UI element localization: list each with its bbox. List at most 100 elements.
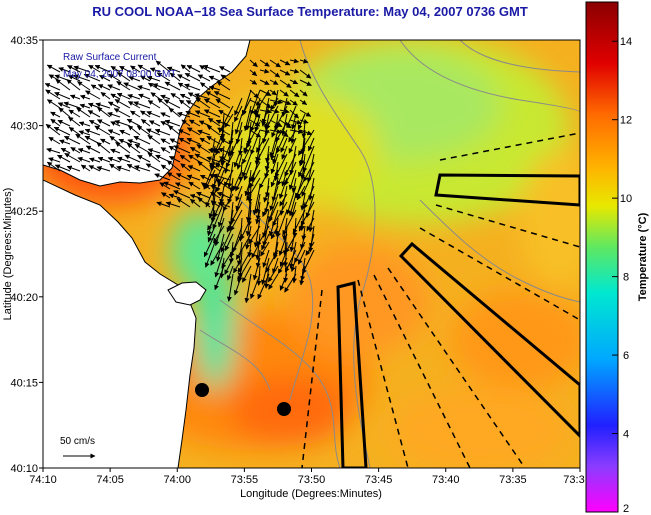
current-vector [147, 100, 161, 109]
current-vector [160, 147, 171, 154]
current-vector [165, 201, 181, 208]
current-vector [55, 78, 71, 91]
current-vector [290, 201, 297, 217]
current-vector [186, 65, 201, 73]
current-vector [255, 233, 261, 261]
current-vector [250, 105, 261, 132]
current-vector [268, 193, 279, 222]
current-vector [57, 154, 71, 163]
current-vector [126, 142, 141, 154]
current-vector [253, 217, 261, 248]
current-vector [188, 181, 201, 190]
current-vector [235, 193, 243, 212]
current-vector [232, 169, 243, 192]
current-vector [50, 118, 61, 127]
y-axis-label: Latitude (Degrees:Minutes) [2, 188, 14, 321]
current-vector [73, 65, 91, 73]
current-vector [169, 72, 181, 82]
current-vector [77, 148, 91, 154]
current-vector [137, 154, 151, 163]
y-tick-label: 40:15 [10, 377, 38, 389]
current-vector [147, 148, 161, 154]
current-vector [78, 130, 91, 136]
current-vector [168, 155, 181, 163]
current-vector [176, 197, 191, 208]
current-vector [45, 89, 61, 100]
current-vector [308, 177, 315, 201]
current-vector [179, 154, 191, 163]
current-vector [259, 99, 272, 109]
current-vector [148, 120, 161, 127]
current-vector [164, 81, 181, 91]
current-vector [257, 273, 270, 300]
current-vector [164, 119, 181, 127]
current-vector [224, 113, 234, 128]
current-vector [269, 59, 281, 68]
current-vector [297, 249, 306, 265]
transect-box-2 [398, 241, 580, 439]
current-vector [186, 137, 201, 145]
y-tick-label: 40:25 [10, 206, 38, 218]
current-vector [119, 65, 131, 73]
current-vector [138, 93, 151, 100]
current-vector [271, 145, 279, 165]
current-vector [207, 225, 216, 243]
current-vector [280, 137, 288, 153]
current-vector [96, 141, 111, 154]
current-vector [210, 137, 216, 154]
plot-area: Raw Surface Current May 04, 2007 08:00 G… [43, 40, 580, 468]
current-vector [146, 128, 161, 136]
current-vector [137, 64, 151, 73]
current-vector [289, 58, 299, 64]
current-vector [212, 201, 225, 230]
current-vector [234, 105, 243, 123]
current-vector [166, 160, 181, 172]
current-vector [96, 165, 111, 172]
current-vector [173, 145, 191, 154]
current-vector [262, 249, 270, 268]
current-vector [269, 99, 283, 105]
current-vector [78, 121, 91, 127]
current-vector [219, 66, 231, 73]
current-vector [301, 169, 315, 197]
current-vector [180, 64, 191, 73]
current-vector [163, 181, 181, 190]
current-vector [210, 241, 225, 266]
current-vector [126, 118, 141, 127]
current-vector [234, 97, 243, 116]
current-vector [208, 75, 221, 82]
current-vector [299, 129, 313, 136]
current-vector [282, 217, 288, 241]
transect-box-1 [434, 173, 580, 207]
map-title: RU COOL NOAA−18 Sea Surface Temperature:… [92, 4, 528, 19]
current-vector [264, 145, 270, 164]
current-vector [69, 94, 81, 100]
current-vector [259, 89, 272, 96]
current-vector [228, 241, 234, 264]
current-vector [107, 101, 121, 109]
current-vector [58, 67, 71, 73]
current-vector [163, 99, 181, 109]
current-vector [126, 163, 141, 172]
current-vector [186, 174, 201, 181]
current-vector [233, 273, 243, 296]
current-vector [160, 112, 171, 118]
current-vector [220, 225, 234, 253]
current-vector [233, 145, 243, 168]
current-vector [218, 105, 234, 133]
current-vector [197, 129, 211, 136]
current-vector [238, 137, 244, 156]
current-vector [286, 185, 297, 215]
current-vector [264, 153, 270, 172]
current-vector [225, 153, 234, 168]
current-vector [281, 169, 288, 187]
colorbar-tick-label: 12 [620, 115, 632, 127]
current-vector [244, 177, 252, 197]
current-vector [288, 169, 297, 191]
current-vector [145, 163, 161, 172]
current-vector [107, 129, 121, 136]
current-vector [289, 119, 302, 125]
current-vector [208, 201, 216, 219]
current-vector [249, 129, 262, 138]
